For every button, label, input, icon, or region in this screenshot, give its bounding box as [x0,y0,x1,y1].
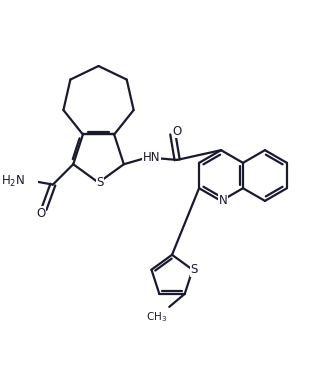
Text: O: O [172,124,182,138]
Text: H$_2$N: H$_2$N [1,174,25,189]
Text: HN: HN [142,150,160,164]
Text: N: N [219,195,228,207]
Text: S: S [96,176,104,189]
Text: CH$_3$: CH$_3$ [146,310,167,323]
Text: O: O [37,207,46,220]
Text: S: S [190,263,198,276]
